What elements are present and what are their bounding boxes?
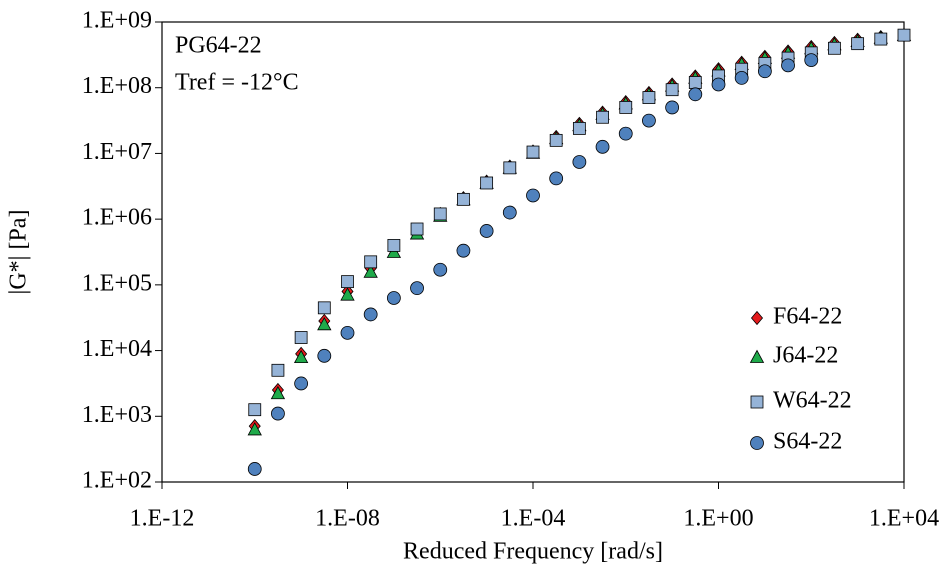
- marker: [363, 264, 378, 278]
- marker: [271, 363, 285, 377]
- marker: [410, 222, 424, 236]
- legend-marker: [750, 436, 764, 450]
- legend-marker: [750, 395, 764, 409]
- marker: [642, 113, 656, 128]
- y-tick-label: 1.E+02: [82, 468, 152, 494]
- marker: [387, 239, 401, 252]
- y-axis-title: |G*| [Pa]: [6, 210, 32, 295]
- marker: [364, 255, 378, 269]
- marker: [642, 91, 656, 104]
- marker: [665, 100, 680, 115]
- marker: [294, 331, 308, 344]
- marker: [874, 32, 888, 46]
- marker: [526, 145, 540, 159]
- marker: [456, 243, 471, 258]
- marker: [502, 205, 517, 220]
- marker: [270, 385, 286, 400]
- annotation: PG64-22: [175, 33, 262, 59]
- marker: [247, 422, 262, 436]
- x-axis-title: Reduced Frequency [rad/s]: [403, 539, 663, 565]
- legend-marker: [749, 349, 765, 363]
- marker: [734, 71, 749, 85]
- marker: [804, 53, 819, 68]
- marker: [433, 262, 448, 277]
- marker: [247, 462, 262, 476]
- marker: [479, 224, 494, 238]
- marker: [851, 37, 865, 51]
- marker: [433, 207, 447, 221]
- marker: [248, 403, 262, 417]
- x-tick-label: 1.E+00: [683, 506, 753, 532]
- marker: [410, 281, 424, 296]
- annotation: Tref = -12°C: [175, 70, 299, 96]
- marker: [711, 77, 726, 92]
- marker: [897, 28, 911, 42]
- marker: [688, 76, 702, 89]
- marker: [341, 275, 354, 289]
- marker: [317, 348, 332, 363]
- marker: [595, 139, 610, 154]
- marker: [340, 287, 355, 301]
- marker: [386, 291, 401, 305]
- marker: [828, 41, 841, 55]
- marker: [363, 307, 378, 322]
- marker: [665, 83, 679, 97]
- marker: [457, 192, 470, 206]
- y-tick-label: 1.E+07: [82, 139, 152, 165]
- x-tick-label: 1.E+04: [869, 506, 939, 532]
- marker: [549, 133, 563, 147]
- marker: [271, 406, 285, 421]
- x-tick-label: 1.E-04: [501, 506, 566, 532]
- marker: [549, 171, 564, 186]
- marker: [480, 176, 494, 190]
- marker: [572, 155, 587, 169]
- y-tick-label: 1.E+09: [82, 8, 152, 34]
- legend-label: J64-22: [773, 343, 838, 369]
- x-tick-label: 1.E-12: [130, 506, 195, 532]
- marker: [781, 58, 795, 73]
- y-tick-label: 1.E+06: [82, 205, 152, 231]
- marker: [572, 122, 586, 135]
- marker: [503, 161, 517, 175]
- marker: [294, 376, 309, 391]
- y-tick-label: 1.E+03: [82, 402, 152, 428]
- marker: [293, 349, 309, 364]
- marker: [757, 64, 772, 79]
- legend-marker: [750, 310, 764, 326]
- y-tick-label: 1.E+04: [82, 336, 152, 362]
- marker: [596, 110, 609, 124]
- marker: [619, 101, 633, 114]
- y-tick-label: 1.E+08: [82, 73, 152, 99]
- marker: [317, 301, 331, 315]
- x-tick-label: 1.E-08: [315, 506, 380, 532]
- marker: [317, 316, 332, 331]
- legend-label: W64-22: [773, 388, 852, 414]
- marker: [688, 87, 703, 102]
- marker: [526, 188, 540, 203]
- legend-label: F64-22: [773, 304, 842, 330]
- legend-label: S64-22: [773, 429, 842, 455]
- marker: [618, 126, 633, 141]
- marker: [340, 325, 355, 340]
- y-tick-label: 1.E+05: [82, 270, 152, 296]
